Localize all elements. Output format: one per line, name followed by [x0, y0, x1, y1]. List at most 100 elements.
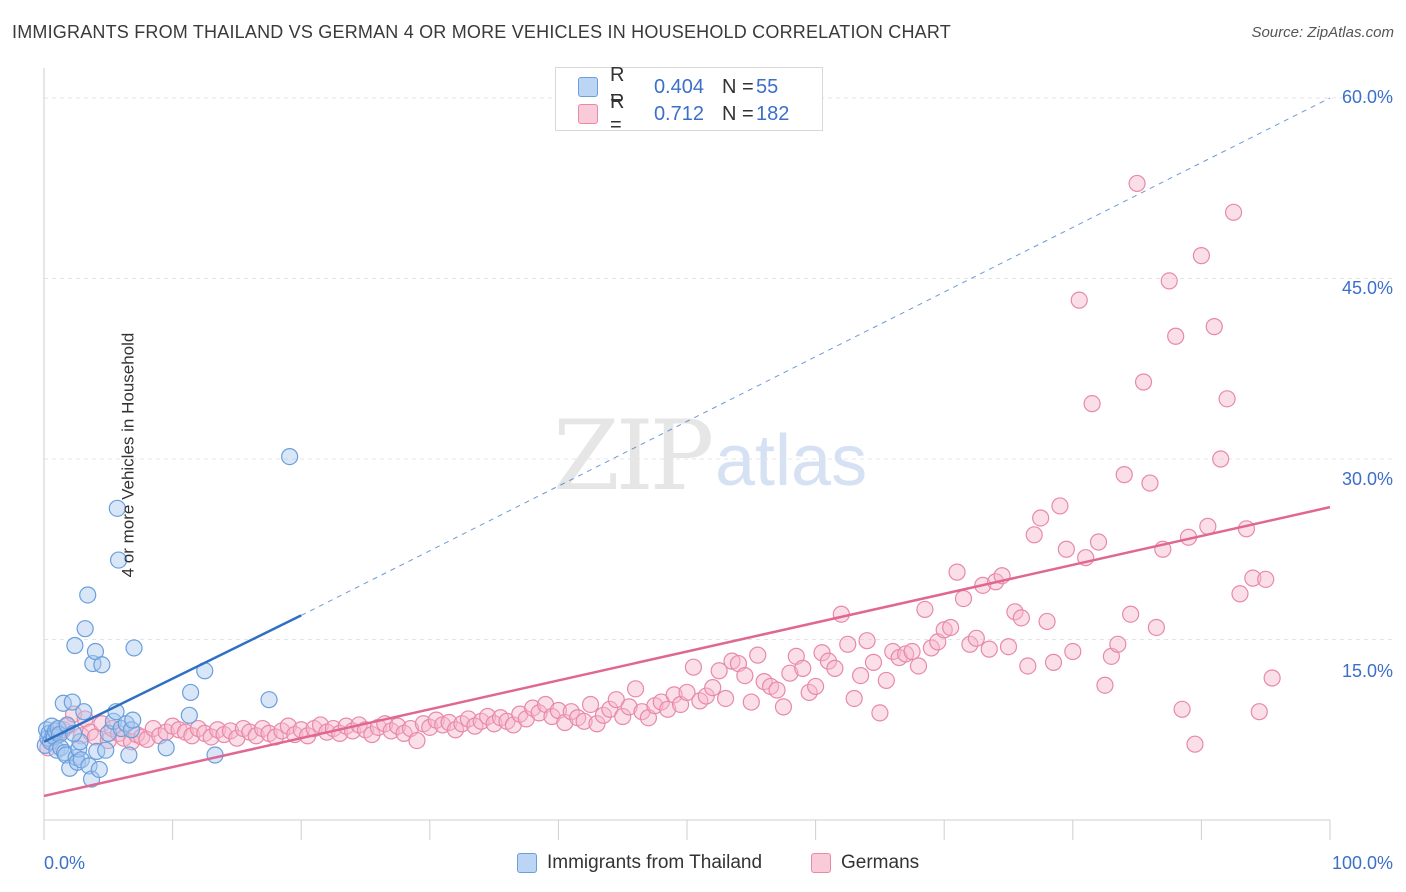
- germans-point: [421, 718, 439, 736]
- germans-point: [1051, 497, 1069, 515]
- germans-point: [736, 666, 754, 685]
- germans-point: [363, 725, 381, 744]
- germans-point: [884, 642, 902, 661]
- legend-swatch-germans: [578, 104, 598, 124]
- thailand-point: [70, 740, 88, 758]
- germans-point: [1134, 373, 1153, 391]
- bottom-legend-swatch-thailand: [517, 853, 537, 873]
- germans-point: [1044, 653, 1063, 671]
- germans-point: [774, 698, 793, 716]
- germans-point: [138, 730, 156, 748]
- germans-point: [1096, 676, 1114, 694]
- thailand-point: [182, 683, 200, 702]
- thailand-point: [281, 447, 299, 466]
- x-tick-label-100: 100.0%: [1331, 853, 1393, 873]
- germans-point: [961, 635, 979, 653]
- germans-point: [942, 618, 960, 637]
- thailand-point: [63, 693, 81, 711]
- germans-point: [1141, 474, 1159, 492]
- x-tick-label-0: 0.0%: [44, 853, 86, 873]
- germans-point: [852, 666, 870, 685]
- legend-r-label: R =: [610, 64, 625, 109]
- germans-point: [832, 605, 850, 623]
- germans-point: [408, 731, 426, 750]
- legend-row-germans: R = 0.712 N = 182: [578, 91, 790, 136]
- germans-point: [742, 693, 760, 711]
- germans-point: [1070, 291, 1088, 309]
- germans-point: [607, 691, 625, 709]
- thailand-trend-extension: [300, 97, 1331, 616]
- germans-point: [626, 680, 645, 698]
- germans-point: [659, 700, 677, 718]
- germans-point: [1019, 657, 1037, 675]
- germans-point: [459, 710, 477, 728]
- y-tick-label-45: 45.0%: [1341, 278, 1393, 298]
- germans-point: [1122, 605, 1140, 623]
- germans-point: [575, 712, 593, 730]
- germans-point: [1147, 618, 1165, 637]
- germans-point: [1263, 669, 1281, 687]
- thailand-point: [120, 746, 138, 764]
- thailand-point: [75, 703, 93, 721]
- germans-point: [594, 706, 613, 724]
- bottom-legend-thailand: Immigrants from Thailand: [517, 852, 762, 874]
- germans-point: [1231, 585, 1249, 603]
- germans-point: [967, 629, 985, 647]
- legend-n-label: N =: [722, 102, 754, 125]
- germans-point: [819, 652, 838, 670]
- germans-point: [144, 719, 162, 738]
- legend-row-thailand: R = 0.404 N = 55: [578, 64, 778, 109]
- germans-point: [781, 664, 799, 682]
- thailand-point: [124, 711, 142, 729]
- germans-point: [485, 715, 503, 733]
- thailand-point: [66, 636, 84, 655]
- germans-point: [1006, 603, 1024, 621]
- germans-point: [652, 693, 670, 711]
- germans-point: [1025, 526, 1043, 544]
- germans-point: [665, 686, 683, 704]
- germans-point: [389, 717, 407, 735]
- legend-n-value: 182: [756, 102, 790, 125]
- watermark-zip: ZIP: [553, 400, 714, 512]
- germans-point: [922, 639, 940, 657]
- thailand-point: [109, 551, 128, 569]
- germans-point: [556, 713, 574, 732]
- germans-point: [877, 671, 895, 690]
- germans-point: [716, 689, 735, 708]
- bottom-legend-swatch-germans: [811, 853, 831, 873]
- germans-point: [620, 698, 638, 716]
- germans-point: [581, 695, 600, 714]
- germans-point: [1192, 247, 1211, 265]
- germans-point: [1038, 612, 1056, 631]
- thailand-point: [97, 741, 115, 759]
- germans-point: [800, 683, 818, 702]
- legend-swatch-thailand: [578, 77, 598, 97]
- germans-point: [1089, 533, 1108, 551]
- germans-point: [1186, 735, 1204, 753]
- germans-point: [871, 704, 889, 722]
- germans-point: [1160, 272, 1178, 290]
- germans-point: [826, 659, 844, 677]
- germans-point: [845, 689, 863, 708]
- germans-point: [247, 727, 265, 745]
- y-tick-label-60: 60.0%: [1341, 87, 1393, 107]
- germans-point: [916, 600, 934, 619]
- germans-point: [1032, 509, 1050, 527]
- germans-point: [768, 681, 786, 699]
- germans-point: [1057, 540, 1075, 558]
- germans-point: [794, 659, 812, 677]
- germans-point: [684, 658, 703, 676]
- germans-point: [440, 713, 458, 732]
- germans-point: [999, 638, 1018, 656]
- germans-point: [479, 707, 497, 726]
- germans-point: [948, 563, 966, 581]
- watermark-atlas: atlas: [715, 421, 868, 501]
- germans-point: [903, 642, 921, 661]
- germans-point: [1212, 450, 1230, 468]
- germans-point: [614, 707, 632, 726]
- germans-point: [749, 646, 767, 664]
- germans-point: [1224, 203, 1243, 221]
- thailand-point: [180, 706, 198, 724]
- thailand-point: [157, 739, 175, 757]
